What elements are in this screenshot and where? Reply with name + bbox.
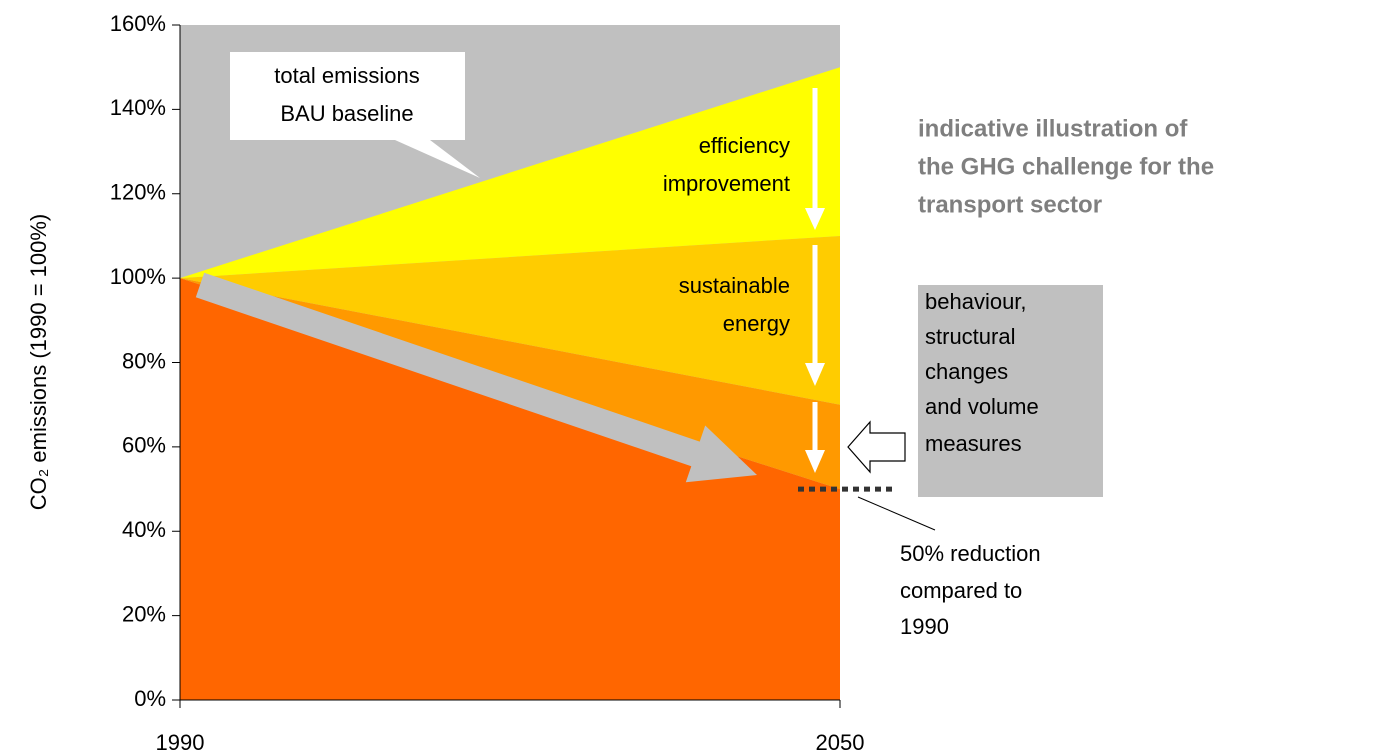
area xyxy=(180,235,840,405)
annotation: behaviour, xyxy=(925,289,1027,314)
y-tick-label: 140% xyxy=(110,95,166,120)
annotation: the GHG challenge for the xyxy=(918,153,1214,180)
y-tick-label: 60% xyxy=(122,433,166,458)
annotation: measures xyxy=(925,431,1022,456)
annotation: BAU baseline xyxy=(280,101,413,126)
annotation: efficiency xyxy=(699,133,790,158)
annotation: improvement xyxy=(663,171,790,196)
annotation: indicative illustration of xyxy=(918,115,1188,142)
annotation: 50% reduction xyxy=(900,541,1041,566)
white-arrows xyxy=(805,88,825,473)
y-tick-label: 120% xyxy=(110,180,166,205)
decorations xyxy=(195,52,1103,531)
x-tick-label: 1990 xyxy=(156,730,205,755)
y-tick-label: 20% xyxy=(122,601,166,626)
annotation: 1990 xyxy=(900,614,949,639)
y-tick-label: 160% xyxy=(110,11,166,36)
y-axis-label: CO₂ emissions (1990 = 100%) xyxy=(26,214,51,511)
y-tick-label: 80% xyxy=(122,348,166,373)
target-pointer xyxy=(857,496,936,531)
annotation: transport sector xyxy=(918,191,1102,218)
trend-arrow xyxy=(195,272,758,483)
annotation: total emissions xyxy=(274,63,420,88)
annotation: structural xyxy=(925,324,1015,349)
annotation: compared to xyxy=(900,578,1022,603)
y-tick-label: 0% xyxy=(134,686,166,711)
y-tick-label: 40% xyxy=(122,517,166,542)
y-tick-label: 100% xyxy=(110,264,166,289)
bau-callout xyxy=(230,52,480,178)
area xyxy=(180,67,840,279)
behaviour-box xyxy=(918,285,1103,497)
annotation: and volume xyxy=(925,394,1039,419)
annotation: energy xyxy=(723,311,790,336)
hollow-arrow xyxy=(847,420,906,474)
x-tick-label: 2050 xyxy=(816,730,865,755)
annotation: changes xyxy=(925,359,1008,384)
annotation: sustainable xyxy=(679,273,790,298)
area xyxy=(180,278,840,700)
